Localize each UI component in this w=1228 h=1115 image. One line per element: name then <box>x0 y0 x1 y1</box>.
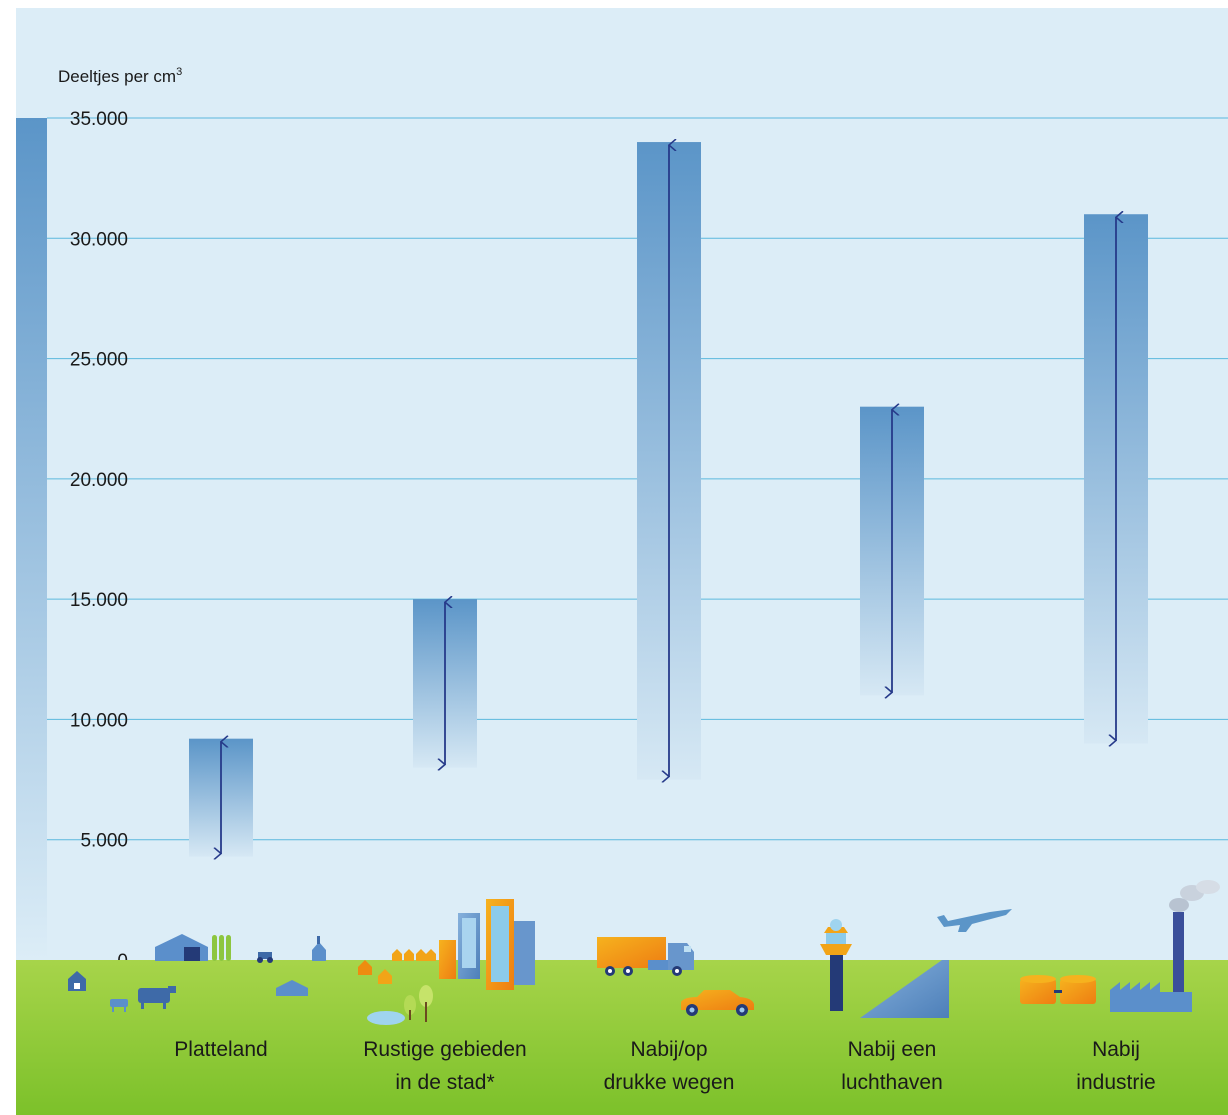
category-labels: Platteland Rustige gebieden in de stad* Nab… <box>174 1038 1155 1094</box>
farm-illustration <box>68 934 326 1012</box>
category-label: Rustige gebieden <box>363 1038 526 1061</box>
y-tick-label: 35.000 <box>70 109 128 130</box>
y-scale-bar <box>16 118 47 960</box>
category-label-line2: luchthaven <box>841 1071 943 1094</box>
y-axis-label: Deeltjes per cm3 <box>58 66 182 86</box>
y-tick-label: 25.000 <box>70 350 128 371</box>
y-tick-label: 15.000 <box>70 590 128 611</box>
category-label-line2: industrie <box>1076 1071 1155 1094</box>
range-arrows <box>221 145 1116 853</box>
category-label: Platteland <box>174 1038 267 1061</box>
y-tick-label: 5.000 <box>80 831 128 852</box>
airport-illustration <box>820 909 1012 1018</box>
category-label-line2: in de stad* <box>395 1071 494 1094</box>
city-illustration <box>358 899 535 1025</box>
category-label: Nabij/op <box>630 1038 707 1061</box>
y-tick-label: 20.000 <box>70 470 128 491</box>
road-illustration <box>597 937 754 1016</box>
category-label: Nabij <box>1092 1038 1140 1061</box>
y-tick-label: 30.000 <box>70 229 128 250</box>
category-label-line2: drukke wegen <box>604 1071 735 1094</box>
y-tick-label: 10.000 <box>70 710 128 731</box>
industry-illustration <box>1020 880 1220 1012</box>
category-label: Nabij een <box>848 1038 937 1061</box>
